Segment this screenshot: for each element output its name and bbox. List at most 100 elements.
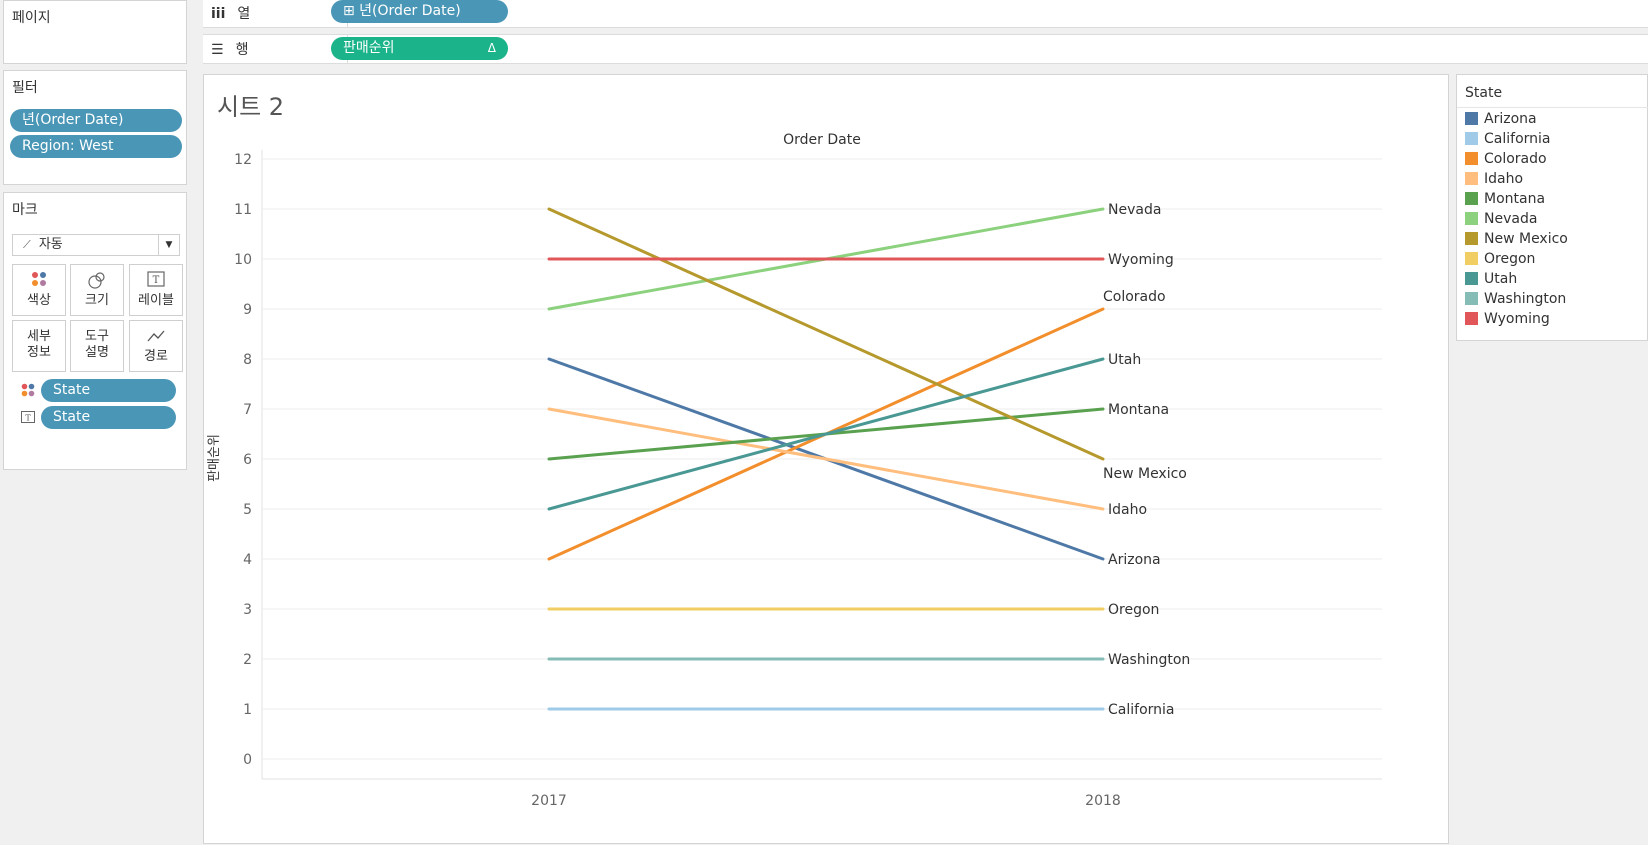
legend-swatch (1465, 232, 1478, 245)
legend-item[interactable]: Nevada (1465, 209, 1537, 229)
filters-title: 필터 (12, 80, 38, 96)
y-tick-label: 8 (243, 352, 252, 368)
columns-shelf-label: iii 열 (211, 6, 251, 22)
legend-title: State (1465, 85, 1503, 101)
y-tick-label: 5 (243, 502, 252, 518)
label-t-icon: T (130, 271, 182, 293)
chart-header: Order Date (783, 132, 861, 148)
legend-swatch (1465, 132, 1478, 145)
legend-item[interactable]: Oregon (1465, 249, 1535, 269)
svg-text:T: T (153, 275, 160, 286)
label-field-pill[interactable]: State (41, 406, 176, 429)
mark-type-dropdown[interactable]: ⟋ 자동 ▼ (12, 234, 180, 256)
legend-swatch (1465, 172, 1478, 185)
delta-icon: Δ (487, 41, 496, 55)
series-line (547, 407, 1105, 511)
path-line-icon (130, 327, 182, 349)
series-end-label: California (1108, 702, 1174, 718)
size-circles-icon (71, 271, 123, 293)
legend-swatch (1465, 152, 1478, 165)
legend-item[interactable]: California (1465, 129, 1550, 149)
legend-item[interactable]: Wyoming (1465, 309, 1550, 329)
series-end-label: Nevada (1108, 202, 1161, 218)
legend-swatch (1465, 192, 1478, 205)
y-tick-label: 3 (243, 602, 252, 618)
line-mark-icon: ⟋ (23, 238, 31, 251)
legend-item[interactable]: New Mexico (1465, 229, 1568, 249)
legend-item[interactable]: Utah (1465, 269, 1517, 289)
rows-icon: ☰ (211, 42, 224, 58)
legend-label: Nevada (1484, 211, 1538, 227)
size-button[interactable]: 크기 (70, 264, 124, 316)
legend-label: Oregon (1484, 251, 1536, 267)
legend-label: New Mexico (1484, 231, 1568, 247)
columns-pill[interactable]: ⊞ 년(Order Date) (331, 0, 508, 23)
legend-label: Washington (1484, 291, 1567, 307)
series-end-label: Oregon (1108, 602, 1159, 618)
filter-pill-order-date[interactable]: 년(Order Date) (10, 109, 182, 132)
pages-card: 페이지 (3, 0, 187, 64)
y-tick-label: 4 (243, 552, 252, 568)
y-tick-label: 2 (243, 652, 252, 668)
detail-button[interactable]: 세부 정보 (12, 320, 66, 372)
filters-card: 필터 년(Order Date) Region: West (3, 70, 187, 185)
legend-swatch (1465, 292, 1478, 305)
label-button[interactable]: T 레이블 (129, 264, 183, 316)
chevron-down-icon: ▼ (158, 235, 179, 255)
mark-type-value: 자동 (38, 237, 63, 252)
sheet-title: 시트 2 (217, 93, 285, 121)
y-tick-label: 10 (234, 252, 252, 268)
marks-title: 마크 (12, 202, 38, 218)
series-line (547, 357, 1105, 511)
rows-pill-label: 판매순위 (343, 40, 395, 56)
legend-card: State Arizona California Colorado Idaho Mont… (1456, 74, 1648, 341)
legend-label: Utah (1484, 271, 1518, 287)
legend-item[interactable]: Washington (1465, 289, 1566, 309)
legend-label: Arizona (1484, 111, 1537, 127)
rows-shelf-label: ☰ 행 (211, 42, 249, 58)
legend-swatch (1465, 112, 1478, 125)
y-tick-label: 6 (243, 452, 252, 468)
rows-pill[interactable]: 판매순위 Δ (331, 37, 508, 60)
y-tick-label: 1 (243, 702, 252, 718)
legend-swatch (1465, 212, 1478, 225)
tooltip-button[interactable]: 도구 설명 (70, 320, 124, 372)
series-end-label: Arizona (1108, 552, 1161, 568)
legend-title-bar (1457, 107, 1648, 108)
legend-label: Montana (1484, 191, 1546, 207)
y-tick-label: 7 (243, 402, 252, 418)
legend-swatch (1465, 272, 1478, 285)
columns-shelf[interactable]: iii 열 ⊞ 년(Order Date) (203, 0, 1648, 28)
legend-label: California (1484, 131, 1551, 147)
rows-shelf[interactable]: ☰ 행 판매순위 Δ (203, 34, 1648, 64)
sheet-card: 시트 2 Order Date 0 1 2 3 4 5 6 7 8 9 10 11 12 판매순위 2017 2… (203, 74, 1449, 844)
series-end-label: Utah (1108, 352, 1141, 368)
y-tick-label: 9 (243, 302, 252, 318)
svg-text:T: T (25, 414, 31, 423)
color-dots-icon (21, 383, 35, 401)
legend-item[interactable]: Montana (1465, 189, 1545, 209)
filter-pill-region[interactable]: Region: West (10, 135, 182, 158)
legend-item[interactable]: Arizona (1465, 109, 1537, 129)
path-button[interactable]: 경로 (129, 320, 183, 372)
series-end-label: Montana (1108, 402, 1169, 418)
x-tick-label: 2018 (1085, 793, 1121, 809)
legend-item[interactable]: Colorado (1465, 149, 1547, 169)
y-tick-label: 12 (234, 152, 252, 168)
y-tick-label: 0 (243, 752, 252, 768)
legend-swatch (1465, 252, 1478, 265)
color-field-pill[interactable]: State (41, 379, 176, 402)
marks-card: 마크 ⟋ 자동 ▼ 색상 크기 T 레이블 세부 정보 도구 설명 경로 Sta (3, 192, 187, 470)
series-end-label: Washington (1108, 652, 1190, 668)
series-end-label: Idaho (1108, 502, 1147, 518)
series-end-label: Colorado (1103, 289, 1166, 305)
legend-item[interactable]: Idaho (1465, 169, 1523, 189)
series-end-label: Wyoming (1108, 252, 1174, 268)
x-tick-label: 2017 (531, 793, 567, 809)
y-tick-label: 11 (234, 202, 252, 218)
legend-label: Idaho (1484, 171, 1524, 187)
color-dots-icon (13, 271, 65, 293)
color-button[interactable]: 색상 (12, 264, 66, 316)
legend-label: Wyoming (1484, 311, 1550, 327)
legend-swatch (1465, 312, 1478, 325)
